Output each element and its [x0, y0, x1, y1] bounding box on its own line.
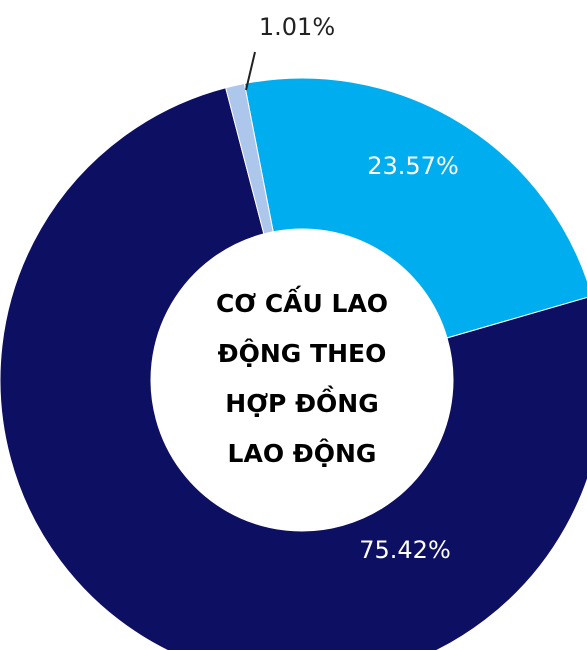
chart-title: HỢP ĐỒNG	[225, 385, 378, 418]
slice	[243, 77, 587, 339]
leader-line	[245, 51, 256, 91]
chart-title: LAO ĐỘNG	[228, 438, 377, 468]
data-label: 23.57%	[367, 152, 459, 180]
slice	[225, 82, 274, 235]
chart-title: CƠ CẤU LAO	[216, 285, 388, 318]
data-label: 75.42%	[359, 536, 451, 564]
data-label: 1.01%	[259, 13, 335, 41]
slice	[0, 87, 587, 650]
chart-title: ĐỘNG THEO	[218, 338, 387, 368]
